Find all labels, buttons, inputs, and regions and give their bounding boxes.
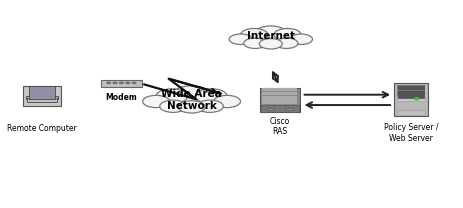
Bar	[285, 108, 292, 110]
Bar	[396, 110, 425, 115]
Text: Cisco
RAS: Cisco RAS	[269, 117, 289, 136]
Text: Wide Area
Network: Wide Area Network	[161, 89, 221, 111]
Bar	[267, 108, 274, 110]
Bar	[262, 88, 297, 91]
Circle shape	[159, 100, 186, 112]
Circle shape	[273, 28, 300, 41]
Circle shape	[275, 38, 297, 48]
FancyBboxPatch shape	[259, 88, 300, 112]
Circle shape	[243, 38, 266, 48]
FancyBboxPatch shape	[26, 95, 58, 99]
Bar	[262, 92, 297, 95]
Circle shape	[131, 82, 136, 84]
FancyBboxPatch shape	[27, 98, 57, 102]
Circle shape	[196, 100, 223, 112]
Circle shape	[119, 82, 123, 84]
Circle shape	[173, 86, 209, 103]
Text: Modem: Modem	[105, 93, 137, 102]
FancyBboxPatch shape	[100, 80, 142, 87]
Bar	[397, 91, 424, 94]
Circle shape	[142, 95, 169, 108]
Circle shape	[178, 101, 205, 113]
Circle shape	[240, 28, 267, 41]
Circle shape	[113, 82, 117, 84]
Circle shape	[229, 34, 251, 45]
Bar	[396, 85, 425, 98]
Bar	[397, 95, 424, 98]
FancyBboxPatch shape	[393, 83, 427, 116]
FancyBboxPatch shape	[23, 86, 61, 106]
Bar	[262, 96, 297, 100]
Text: Policy Server /
Web Server: Policy Server / Web Server	[383, 123, 438, 143]
Circle shape	[106, 82, 111, 84]
Circle shape	[213, 95, 240, 108]
Circle shape	[195, 89, 226, 103]
FancyBboxPatch shape	[29, 87, 55, 99]
Circle shape	[259, 38, 282, 49]
Text: Remote Computer: Remote Computer	[7, 124, 77, 133]
Circle shape	[156, 89, 188, 103]
Bar	[262, 100, 297, 104]
Circle shape	[289, 34, 312, 45]
Text: Internet: Internet	[246, 31, 294, 41]
Bar	[260, 105, 299, 112]
Circle shape	[413, 98, 418, 100]
Bar	[396, 96, 425, 101]
Bar	[397, 86, 424, 89]
Circle shape	[255, 26, 286, 40]
Circle shape	[125, 82, 130, 84]
